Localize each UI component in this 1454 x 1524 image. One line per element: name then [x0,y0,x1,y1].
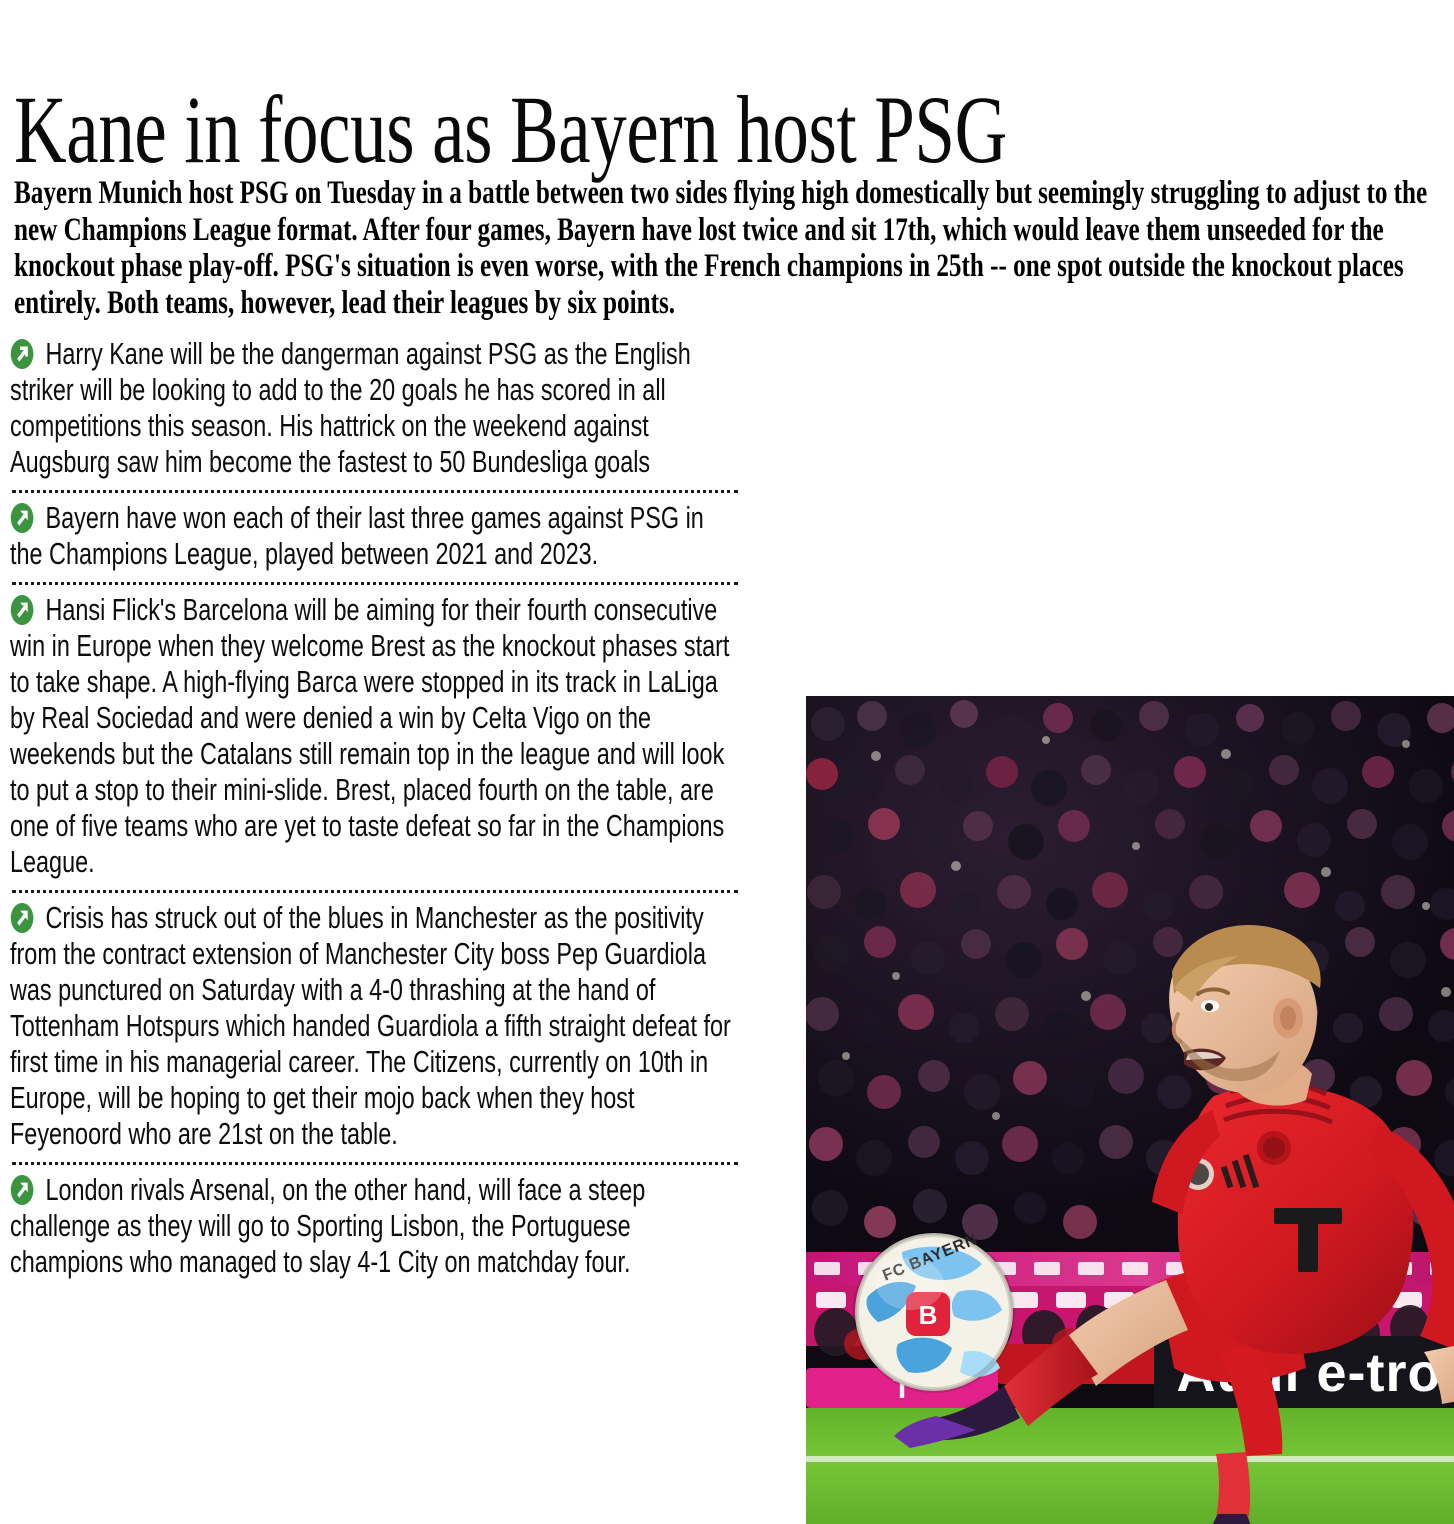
harry-kane-volley-photo: T Audi e-tron [806,696,1454,1524]
divider [12,890,738,893]
green-circle-arrow-icon [10,1174,35,1207]
green-circle-arrow-icon [10,902,35,935]
divider [12,1162,738,1165]
article-body: Harry Kane will be the dangerman against… [0,336,1454,1524]
list-item: London rivals Arsenal, on the other hand… [10,1172,746,1284]
divider [12,490,738,493]
green-circle-arrow-icon [10,594,35,627]
list-item: Bayern have won each of their last three… [10,500,746,576]
article-page: Kane in focus as Bayern host PSG Bayern … [0,76,1454,1524]
green-circle-arrow-icon [10,502,35,535]
list-item-label: Harry Kane will be the dangerman against… [10,336,691,479]
bullet-column: Harry Kane will be the dangerman against… [10,336,746,1284]
list-item-label: London rivals Arsenal, on the other hand… [10,1172,646,1279]
bullet-text-wrapper: London rivals Arsenal, on the other hand… [10,1172,737,1280]
list-item-label: Hansi Flick's Barcelona will be aiming f… [10,592,730,879]
bullet-text-wrapper: Bayern have won each of their last three… [10,500,737,572]
bullet-text-wrapper: Harry Kane will be the dangerman against… [10,336,737,480]
divider [12,582,738,585]
standfirst-paragraph: Bayern Munich host PSG on Tuesday in a b… [14,175,1428,321]
page-title: Kane in focus as Bayern host PSG [14,76,1007,184]
list-item-label: Bayern have won each of their last three… [10,500,704,571]
list-item: Crisis has struck out of the blues in Ma… [10,900,746,1156]
bullet-text-wrapper: Crisis has struck out of the blues in Ma… [10,900,737,1152]
list-item: Hansi Flick's Barcelona will be aiming f… [10,592,746,884]
list-item: Harry Kane will be the dangerman against… [10,336,746,484]
bullet-text-wrapper: Hansi Flick's Barcelona will be aiming f… [10,592,737,880]
green-circle-arrow-icon [10,338,35,371]
list-item-label: Crisis has struck out of the blues in Ma… [10,900,731,1151]
